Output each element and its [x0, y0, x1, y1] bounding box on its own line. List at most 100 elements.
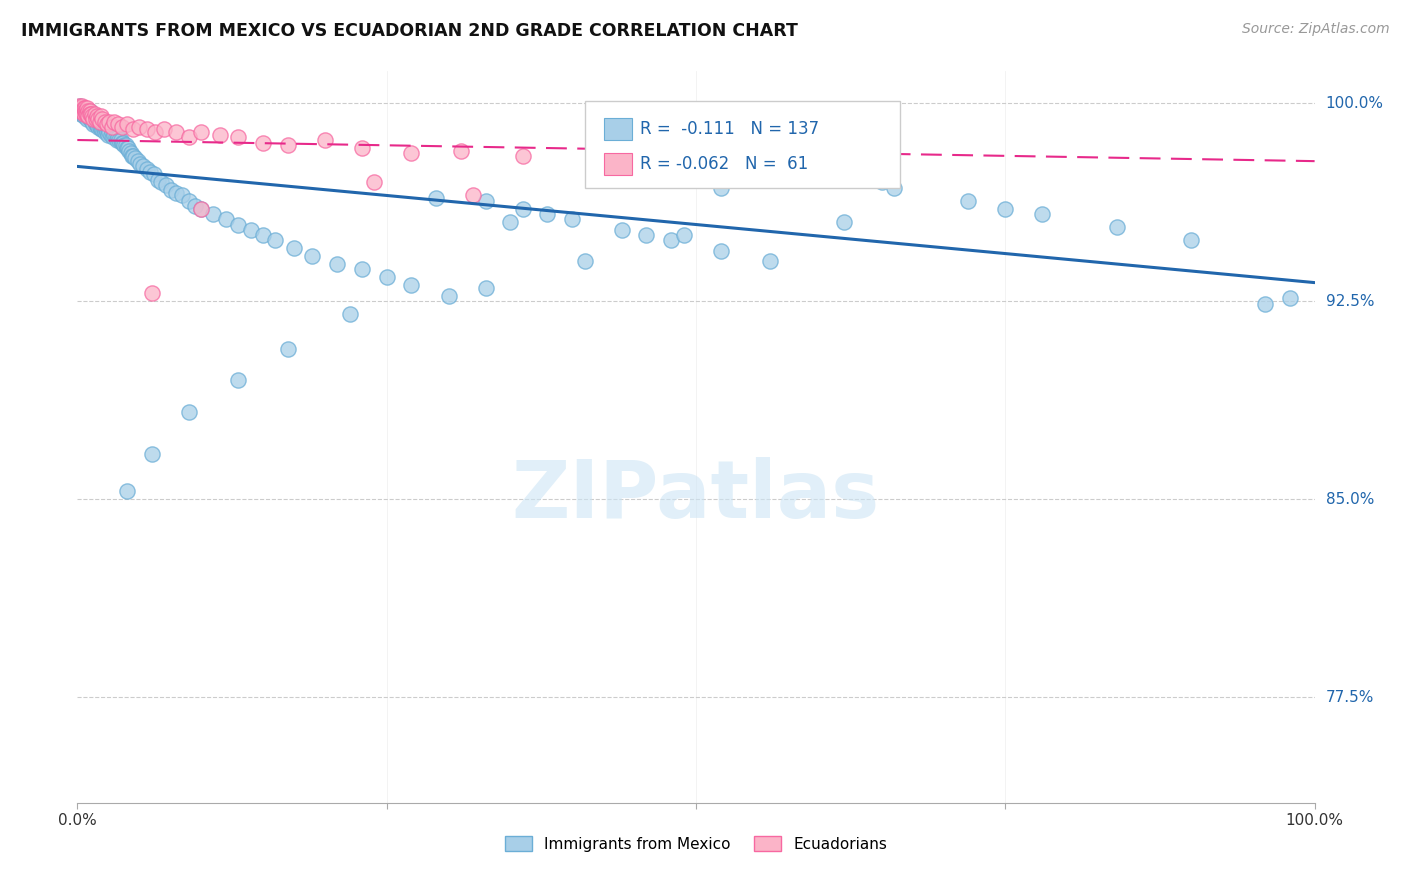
- Point: [512, 202, 534, 216]
- Point: [72, 103, 94, 118]
- Point: [834, 215, 856, 229]
- Point: [82, 109, 104, 123]
- Point: [226, 373, 249, 387]
- Point: [184, 199, 207, 213]
- Point: [870, 175, 893, 189]
- Point: [127, 154, 149, 169]
- Point: [1278, 292, 1301, 306]
- Point: [83, 114, 105, 128]
- Point: [72, 98, 94, 112]
- Point: [105, 133, 128, 147]
- Point: [115, 484, 138, 499]
- Point: [72, 103, 94, 118]
- Point: [76, 103, 98, 118]
- Point: [202, 207, 225, 221]
- Point: [90, 122, 112, 136]
- Point: [463, 188, 485, 202]
- Point: [659, 233, 682, 247]
- Point: [574, 254, 596, 268]
- Point: [821, 169, 844, 184]
- Point: [70, 103, 93, 118]
- Point: [75, 103, 97, 118]
- Point: [79, 112, 101, 126]
- Point: [73, 103, 96, 118]
- Point: [93, 125, 115, 139]
- Point: [172, 188, 194, 202]
- Point: [101, 125, 124, 139]
- Point: [301, 249, 323, 263]
- Point: [77, 109, 100, 123]
- Point: [80, 109, 103, 123]
- Point: [326, 257, 349, 271]
- Point: [759, 164, 782, 178]
- Point: [69, 103, 91, 118]
- Text: R = -0.062   N =  61: R = -0.062 N = 61: [640, 155, 808, 173]
- FancyBboxPatch shape: [585, 101, 900, 188]
- Point: [177, 405, 200, 419]
- Point: [89, 114, 111, 128]
- Point: [264, 233, 287, 247]
- Bar: [605, 118, 631, 140]
- Point: [69, 101, 91, 115]
- Point: [77, 103, 100, 118]
- Point: [91, 120, 114, 134]
- Point: [72, 106, 94, 120]
- Point: [339, 307, 361, 321]
- Point: [77, 109, 100, 123]
- Point: [437, 289, 460, 303]
- Point: [94, 122, 117, 136]
- Point: [82, 112, 104, 126]
- Point: [111, 120, 134, 134]
- Point: [165, 125, 187, 139]
- Point: [1180, 233, 1202, 247]
- Point: [1105, 220, 1128, 235]
- Point: [277, 138, 299, 153]
- Point: [112, 138, 135, 153]
- Point: [425, 191, 447, 205]
- Point: [72, 106, 94, 120]
- Point: [314, 133, 336, 147]
- Point: [121, 149, 143, 163]
- Point: [82, 109, 104, 123]
- Point: [98, 125, 121, 139]
- Point: [122, 149, 145, 163]
- Point: [155, 178, 177, 192]
- Point: [80, 106, 103, 120]
- Point: [72, 103, 94, 118]
- Point: [84, 117, 107, 131]
- Point: [350, 262, 373, 277]
- Point: [91, 112, 114, 126]
- Point: [76, 101, 98, 115]
- Point: [72, 106, 94, 120]
- Text: 77.5%: 77.5%: [1326, 690, 1374, 705]
- Point: [226, 130, 249, 145]
- Point: [659, 157, 682, 171]
- Point: [177, 194, 200, 208]
- Point: [79, 106, 101, 120]
- Point: [80, 112, 103, 126]
- Point: [83, 106, 105, 120]
- Point: [91, 122, 114, 136]
- Point: [73, 103, 96, 118]
- Legend: Immigrants from Mexico, Ecuadorians: Immigrants from Mexico, Ecuadorians: [499, 830, 893, 858]
- Point: [1031, 207, 1053, 221]
- Point: [98, 114, 121, 128]
- Point: [710, 180, 733, 194]
- Point: [610, 223, 633, 237]
- Text: ZIPatlas: ZIPatlas: [512, 457, 880, 534]
- Point: [375, 270, 398, 285]
- Point: [561, 212, 583, 227]
- Point: [135, 122, 157, 136]
- Text: 92.5%: 92.5%: [1326, 293, 1374, 309]
- Point: [215, 212, 238, 227]
- Point: [160, 183, 183, 197]
- Point: [90, 109, 112, 123]
- Point: [76, 106, 98, 120]
- Point: [107, 117, 129, 131]
- Bar: [605, 153, 631, 175]
- Point: [75, 106, 97, 120]
- Point: [114, 138, 136, 153]
- Point: [104, 130, 127, 145]
- Point: [190, 202, 212, 216]
- Point: [252, 136, 274, 150]
